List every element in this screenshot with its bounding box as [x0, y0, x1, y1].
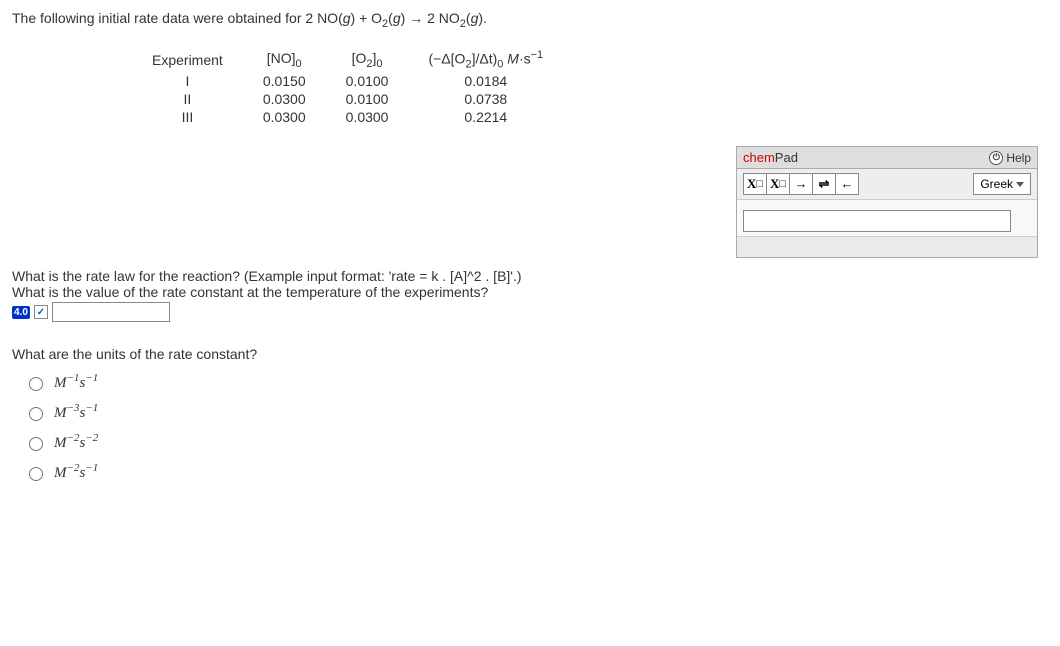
rate-law-question: What is the rate law for the reaction? (…	[12, 268, 1048, 322]
superscript-button[interactable]: X□	[766, 173, 790, 195]
units-option-3[interactable]: M−2s−1	[24, 462, 1048, 482]
chempad-panel: chemPad ⏻ Help X□ X□ → ⇌ ← Greek	[736, 146, 1038, 258]
units-radio-1[interactable]	[29, 407, 43, 421]
rate-data-table: Experiment [NO]0 [O2]0 (−Δ[O2]/Δt)0 M·s−…	[132, 48, 563, 126]
q2-text: What is the value of the rate constant a…	[12, 284, 1048, 300]
units-radio-0[interactable]	[29, 377, 43, 391]
units-radio-2[interactable]	[29, 437, 43, 451]
units-option-0[interactable]: M−1s−1	[24, 372, 1048, 392]
checkmark-icon: ✓	[34, 305, 48, 319]
chempad-input[interactable]	[743, 210, 1011, 232]
chempad-brand: chemPad	[743, 150, 798, 165]
help-button[interactable]: ⏻ Help	[989, 151, 1031, 165]
forward-arrow-button[interactable]: →	[789, 173, 813, 195]
col-no: [NO]0	[243, 48, 326, 72]
col-rate: (−Δ[O2]/Δt)0 M·s−1	[408, 48, 563, 72]
table-row: II 0.0300 0.0100 0.0738	[132, 90, 563, 108]
col-exp: Experiment	[132, 48, 243, 72]
chempad-input-area	[737, 200, 1037, 236]
power-icon: ⏻	[989, 151, 1003, 165]
chempad-toolbar: X□ X□ → ⇌ ← Greek	[737, 169, 1037, 200]
back-arrow-button[interactable]: ←	[835, 173, 859, 195]
table-header-row: Experiment [NO]0 [O2]0 (−Δ[O2]/Δt)0 M·s−…	[132, 48, 563, 72]
caret-down-icon	[1016, 182, 1024, 187]
units-question-text: What are the units of the rate constant?	[12, 346, 1048, 362]
greek-dropdown[interactable]: Greek	[973, 173, 1031, 195]
chempad-footer	[737, 236, 1037, 257]
equilibrium-arrow-button[interactable]: ⇌	[812, 173, 836, 195]
units-question-block: What are the units of the rate constant?…	[12, 346, 1048, 482]
intro-text: The following initial rate data were obt…	[12, 10, 1048, 30]
q1-text: What is the rate law for the reaction? (…	[12, 268, 1048, 284]
units-radio-3[interactable]	[29, 467, 43, 481]
tool-buttons: X□ X□ → ⇌ ←	[743, 173, 858, 195]
table-row: III 0.0300 0.0300 0.2214	[132, 108, 563, 126]
points-badge: 4.0	[12, 306, 30, 319]
chempad-header: chemPad ⏻ Help	[737, 147, 1037, 169]
rate-constant-input[interactable]	[52, 302, 170, 322]
units-option-1[interactable]: M−3s−1	[24, 402, 1048, 422]
col-o2: [O2]0	[326, 48, 409, 72]
table-row: I 0.0150 0.0100 0.0184	[132, 72, 563, 90]
units-option-2[interactable]: M−2s−2	[24, 432, 1048, 452]
subscript-button[interactable]: X□	[743, 173, 767, 195]
